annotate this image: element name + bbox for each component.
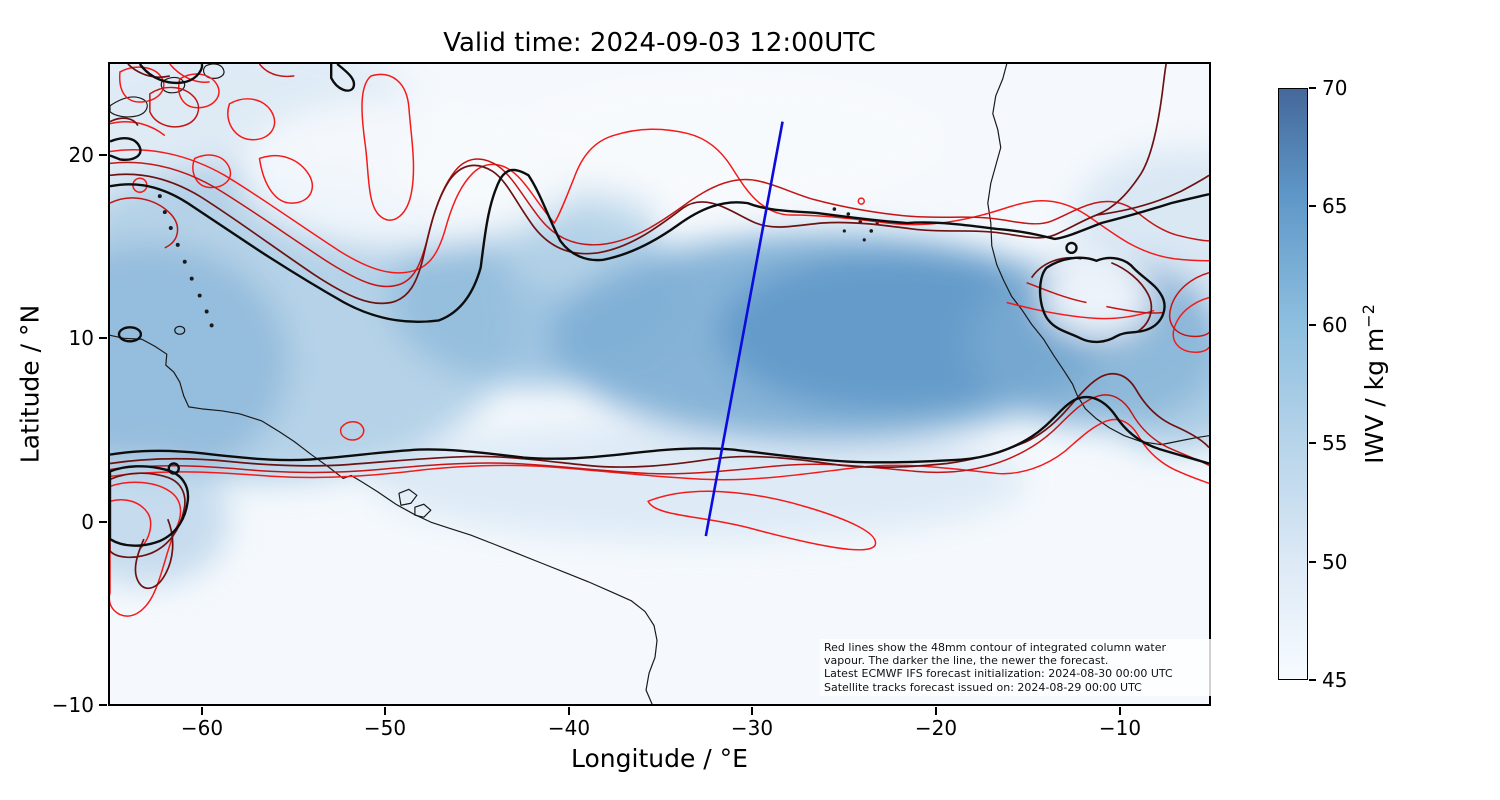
x-tick [201, 707, 203, 715]
colorbar-label-text: IWV / kg m [1360, 327, 1390, 464]
x-tick [1119, 707, 1121, 715]
x-tick [751, 707, 753, 715]
forecast-note: Red lines show the 48mm contour of integ… [820, 639, 1220, 696]
colorbar-tick-label: 50 [1322, 550, 1348, 574]
colorbar-tick [1309, 205, 1316, 207]
colorbar-tick-label: 65 [1322, 194, 1348, 218]
y-tick-label: 0 [81, 510, 94, 534]
y-tick [99, 337, 107, 339]
antilles-islands [157, 194, 214, 328]
south-america-coast [110, 334, 658, 704]
map-canvas [110, 64, 1209, 704]
colorbar-tick-label: 55 [1322, 431, 1348, 455]
x-tick [935, 707, 937, 715]
iwv-field [110, 64, 1209, 586]
x-tick-label: −30 [730, 716, 774, 740]
x-tick [568, 707, 570, 715]
note-line-1: Red lines show the 48mm contour of integ… [824, 641, 1166, 654]
contour-bright-red [110, 64, 1209, 617]
note-line-4: Satellite tracks forecast issued on: 202… [824, 680, 1142, 694]
y-tick-label: 10 [68, 326, 94, 350]
colorbar-tick-label: 60 [1322, 313, 1348, 337]
y-tick-label: 20 [68, 143, 94, 167]
y-tick [99, 154, 107, 156]
colorbar-tick-label: 70 [1322, 76, 1348, 100]
contour-dark-red [110, 64, 1209, 590]
colorbar-tick [1309, 561, 1316, 563]
plot-title: Valid time: 2024-09-03 12:00UTC [443, 28, 876, 58]
x-tick-label: −40 [547, 716, 591, 740]
colorbar-tick [1309, 324, 1316, 326]
colorbar [1278, 88, 1308, 680]
y-axis-label: Latitude / °N [15, 304, 45, 464]
y-tick-label: −10 [51, 693, 94, 717]
contour-latest-black [110, 64, 1209, 547]
trinidad-island [174, 325, 186, 335]
x-tick-label: −50 [363, 716, 407, 740]
y-tick [99, 704, 107, 706]
colorbar-tick-label: 45 [1322, 668, 1348, 692]
x-tick-label: −10 [1098, 716, 1142, 740]
colorbar-label-exponent: −2 [1358, 304, 1378, 328]
note-line-3: Latest ECMWF IFS forecast initialization… [824, 667, 1173, 681]
y-tick [99, 521, 107, 523]
colorbar-tick [1309, 87, 1316, 89]
x-tick-label: −20 [914, 716, 958, 740]
colorbar-tick [1309, 679, 1316, 681]
colorbar-tick [1309, 442, 1316, 444]
satellite-track-line [704, 121, 784, 537]
x-tick-label: −60 [180, 716, 224, 740]
amazon-delta-islands [398, 488, 432, 518]
x-axis-label: Longitude / °E [571, 744, 748, 773]
colorbar-axis-label: IWV / kg m−2 [1359, 304, 1389, 464]
africa-coast [987, 64, 1209, 446]
map-plot-area [108, 62, 1211, 706]
note-line-2: vapour. The darker the line, the newer t… [824, 654, 1109, 668]
contour-mid-red [110, 64, 1209, 475]
x-tick [384, 707, 386, 715]
